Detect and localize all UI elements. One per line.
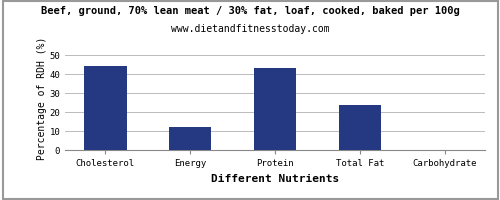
Bar	[338, 105, 381, 150]
Bar	[254, 68, 296, 150]
Y-axis label: Percentage of RDH (%): Percentage of RDH (%)	[36, 36, 46, 160]
Bar	[169, 127, 212, 150]
Text: www.dietandfitnesstoday.com: www.dietandfitnesstoday.com	[170, 24, 330, 34]
Text: Beef, ground, 70% lean meat / 30% fat, loaf, cooked, baked per 100g: Beef, ground, 70% lean meat / 30% fat, l…	[40, 6, 460, 16]
Bar	[84, 66, 126, 150]
X-axis label: Different Nutrients: Different Nutrients	[211, 174, 339, 184]
